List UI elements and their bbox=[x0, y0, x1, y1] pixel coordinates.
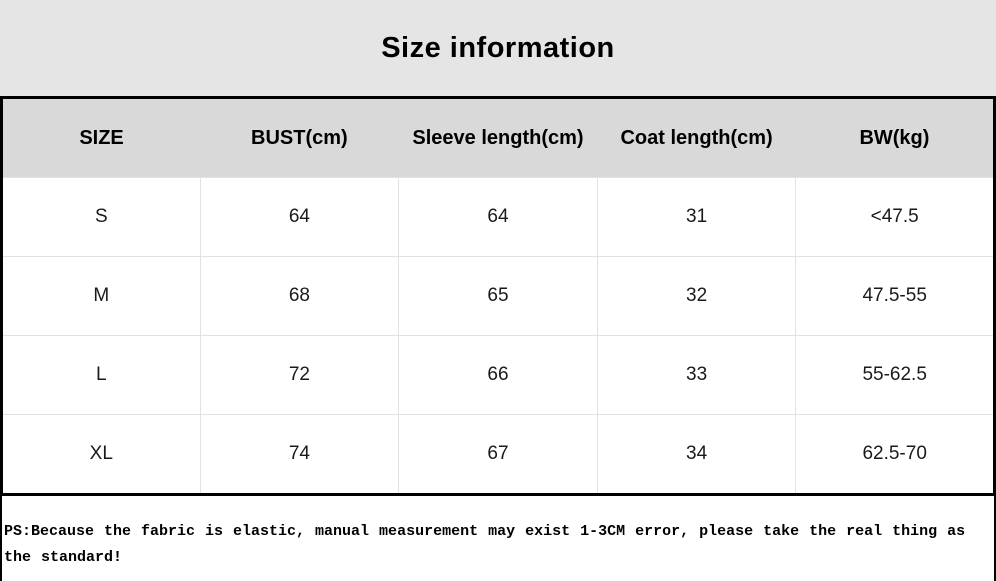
measurement-note-box: PS:Because the fabric is elastic, manual… bbox=[0, 496, 996, 581]
cell-bw: 55-62.5 bbox=[795, 335, 995, 415]
size-table: SIZE BUST(cm) Sleeve length(cm) Coat len… bbox=[0, 96, 996, 496]
cell-sleeve: 64 bbox=[398, 177, 598, 257]
cell-coat: 31 bbox=[596, 177, 797, 257]
measurement-note: PS:Because the fabric is elastic, manual… bbox=[4, 522, 966, 566]
title-band: Size information bbox=[0, 0, 996, 96]
cell-size: L bbox=[1, 335, 201, 415]
table-row-m: M 68 65 32 47.5-55 bbox=[1, 256, 995, 336]
table-row-xl: XL 74 67 34 62.5-70 bbox=[1, 414, 995, 495]
header-row: SIZE BUST(cm) Sleeve length(cm) Coat len… bbox=[1, 97, 995, 178]
cell-size: XL bbox=[1, 414, 201, 495]
cell-size: S bbox=[1, 177, 201, 257]
size-table-body: S 64 64 31 <47.5 M 68 65 32 47.5-55 L 72… bbox=[1, 177, 995, 495]
cell-bust: 72 bbox=[199, 335, 400, 415]
header-sleeve-length: Sleeve length(cm) bbox=[398, 97, 598, 178]
header-bust: BUST(cm) bbox=[200, 97, 399, 178]
table-row-l: L 72 66 33 55-62.5 bbox=[1, 335, 995, 415]
cell-bw: <47.5 bbox=[795, 177, 995, 257]
cell-sleeve: 65 bbox=[398, 256, 598, 336]
cell-bw: 62.5-70 bbox=[795, 414, 995, 495]
table-row-s: S 64 64 31 <47.5 bbox=[1, 177, 995, 257]
cell-bw: 47.5-55 bbox=[795, 256, 995, 336]
cell-coat: 33 bbox=[596, 335, 797, 415]
cell-sleeve: 66 bbox=[398, 335, 598, 415]
cell-sleeve: 67 bbox=[398, 414, 598, 495]
header-bw: BW(kg) bbox=[795, 97, 995, 178]
cell-bust: 74 bbox=[199, 414, 400, 495]
size-table-header: SIZE BUST(cm) Sleeve length(cm) Coat len… bbox=[1, 97, 995, 178]
cell-coat: 34 bbox=[596, 414, 797, 495]
page-title: Size information bbox=[381, 31, 615, 64]
header-size: SIZE bbox=[1, 97, 201, 178]
header-coat-length: Coat length(cm) bbox=[597, 97, 796, 178]
cell-coat: 32 bbox=[596, 256, 797, 336]
cell-bust: 64 bbox=[199, 177, 400, 257]
cell-bust: 68 bbox=[199, 256, 400, 336]
cell-size: M bbox=[1, 256, 201, 336]
